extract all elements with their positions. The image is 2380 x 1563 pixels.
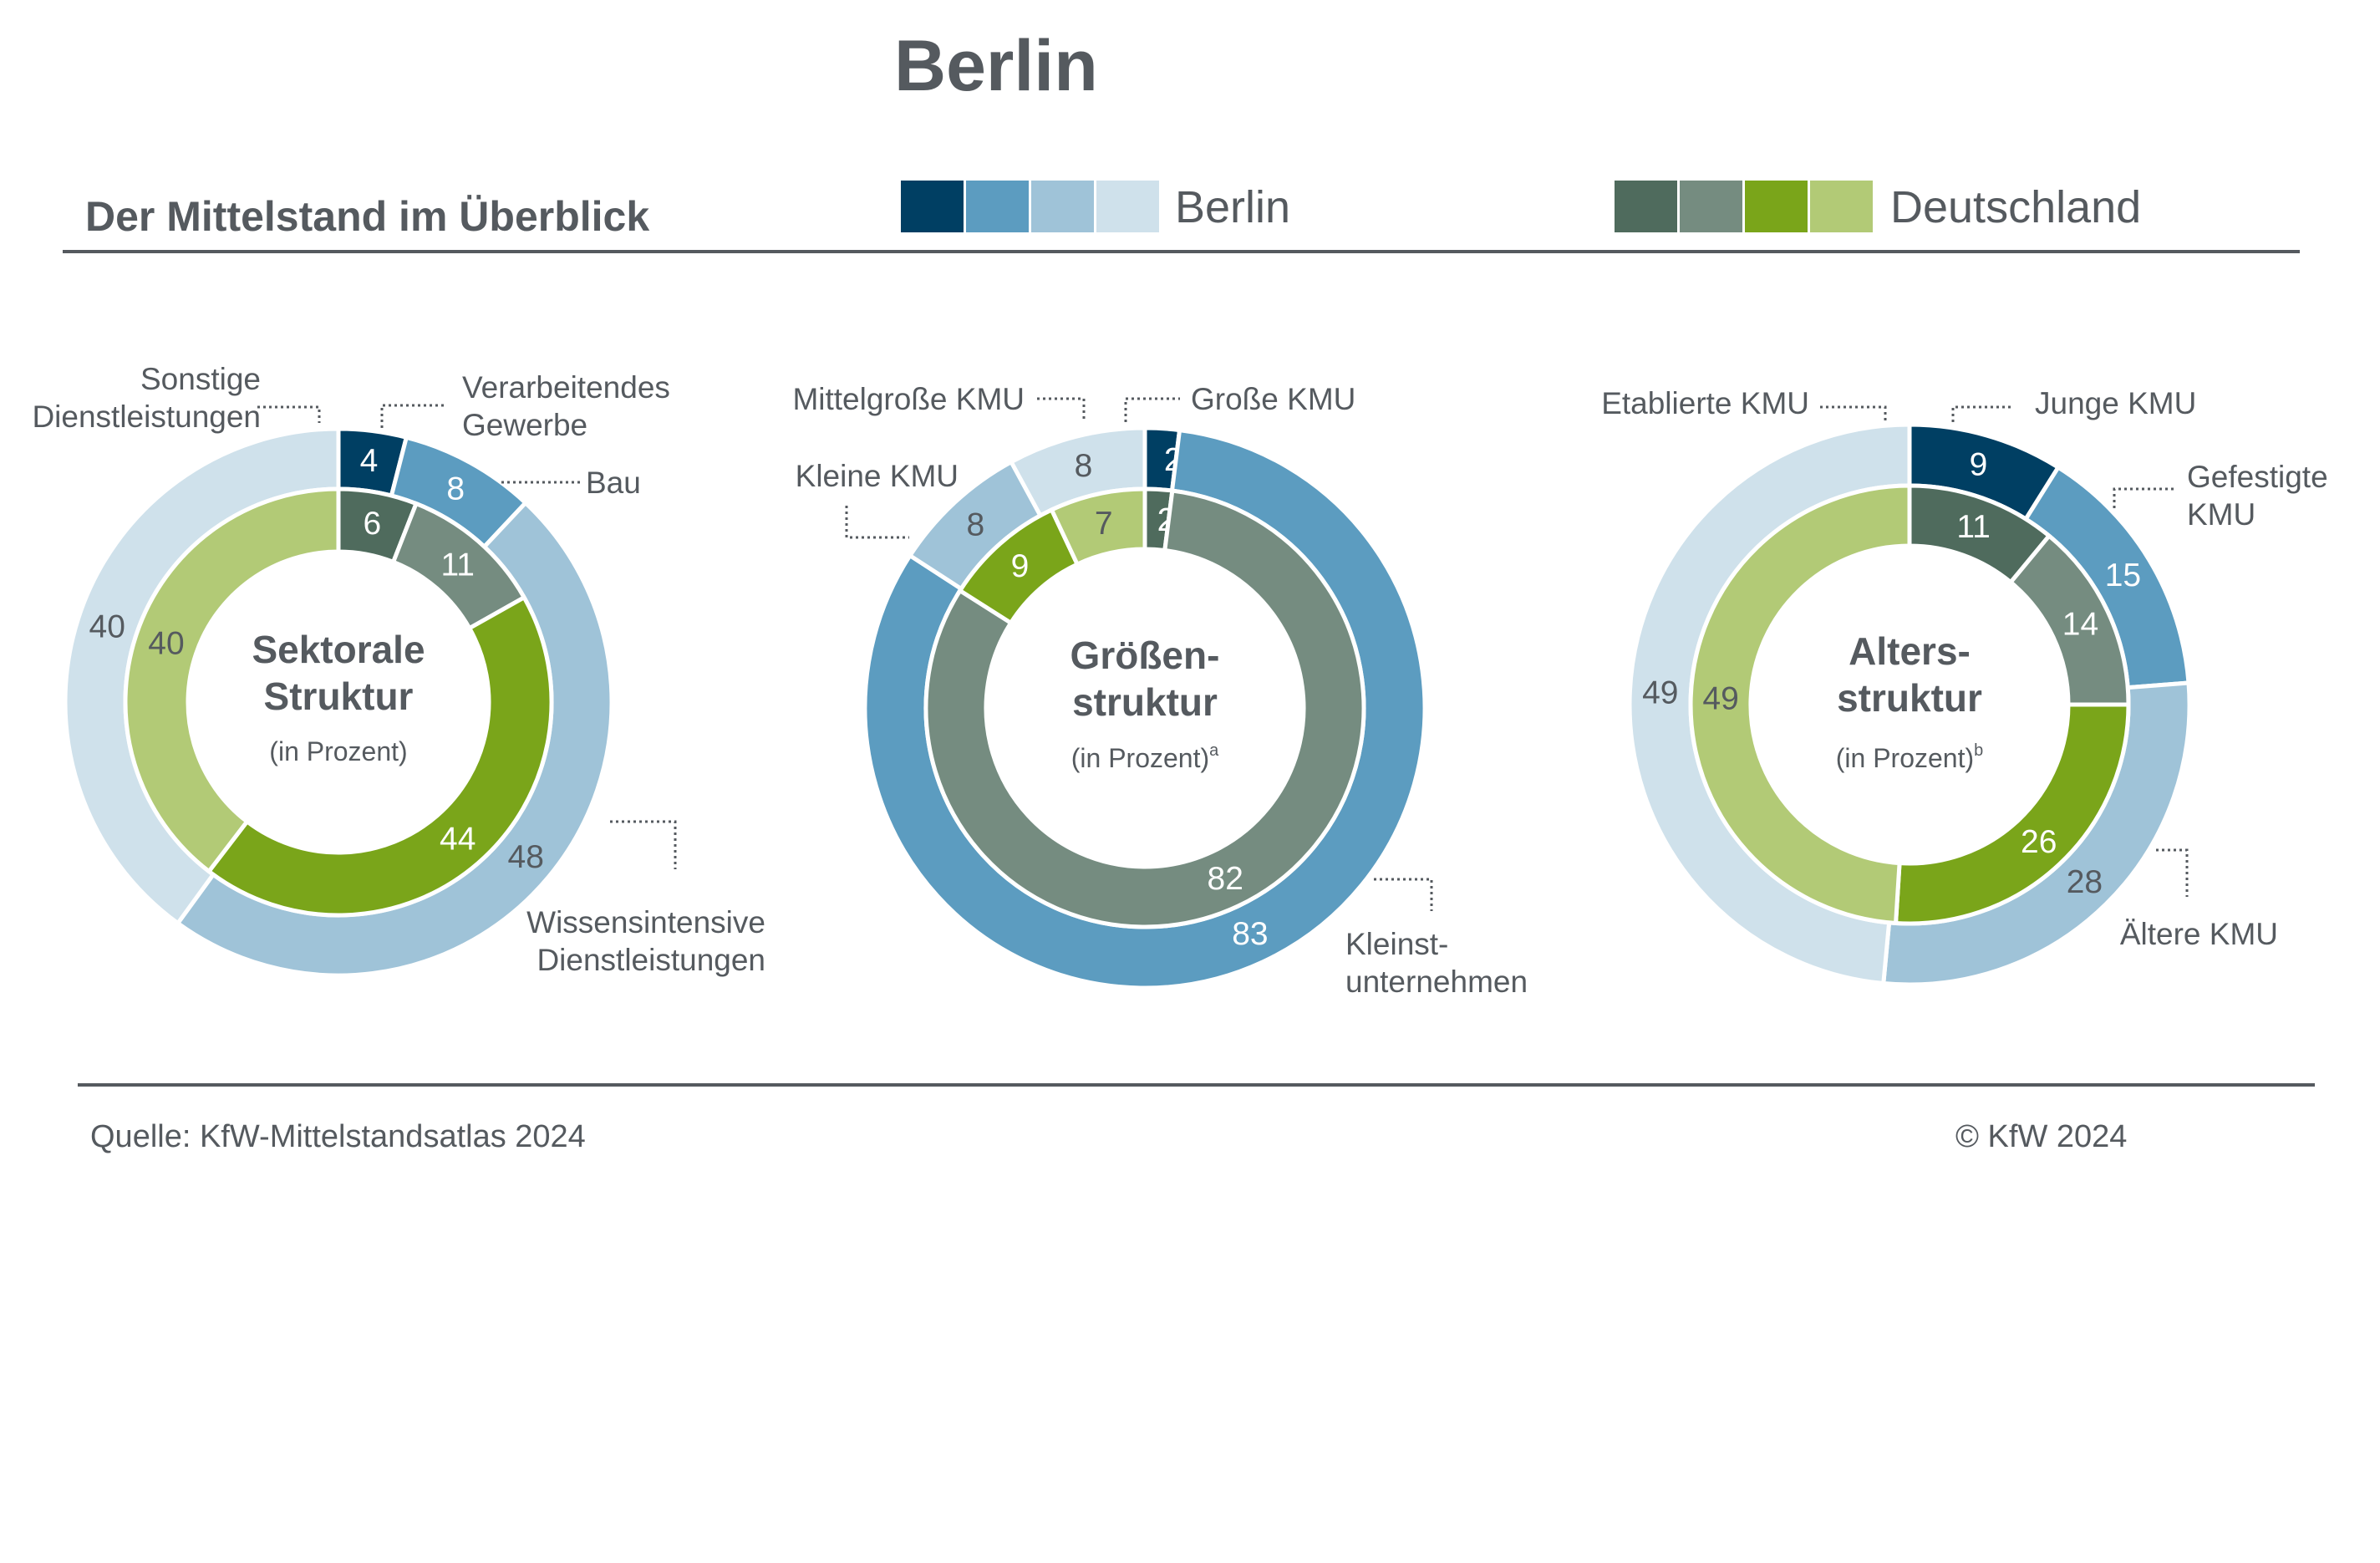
slice-deutschland-etablierte-kmu (1688, 483, 1912, 926)
legend-swatch (1810, 181, 1873, 232)
legend-swatch (901, 181, 964, 232)
slice-deutschland-sonstige-dienstleistungen (123, 486, 341, 875)
value-label: 9 (1970, 447, 1988, 483)
chart-title: struktur (1837, 676, 1982, 720)
slice-deutschland-wissensintensive-dienstleistungen (206, 594, 554, 918)
subtitle: Der Mittelstand im Überblick (85, 193, 649, 240)
value-label: 40 (148, 626, 184, 662)
category-label-grosse-kmu: Große KMU (1191, 382, 1355, 416)
category-label-verarbeitendes-gewerbe: Verarbeitendes Gewerbe (462, 370, 670, 442)
legend-swatch (966, 181, 1029, 232)
category-label-kleinstunternehmen: Kleinst-unternehmen (1345, 927, 1528, 999)
leader-line (2156, 848, 2189, 897)
legend-berlin: Berlin (901, 181, 1290, 232)
legend-deutschland: Deutschland (1615, 181, 2141, 232)
page-title: Berlin (894, 26, 1098, 106)
legend-swatch (1615, 181, 1677, 232)
category-label-bau: Bau (586, 466, 641, 500)
footer-source: Quelle: KfW-Mittelstandsatlas 2024 (90, 1119, 586, 1154)
footer-copyright: © KfW 2024 (1955, 1119, 2127, 1154)
legend-swatch (1031, 181, 1094, 232)
legend: Berlin Deutschland (901, 181, 2141, 232)
value-label: 11 (1956, 509, 1991, 545)
leader-line (1374, 878, 1433, 911)
chart-title: Sektorale (252, 628, 425, 671)
value-label: 4 (360, 443, 379, 479)
chart-title: Größen- (1070, 634, 1220, 677)
value-label: 49 (1702, 680, 1738, 716)
value-label: 49 (1642, 675, 1678, 711)
category-label-gefestigte-kmu: Gefestigte KMU (2187, 460, 2328, 532)
leader-line (1124, 397, 1180, 422)
chart-unit: (in Prozent) (269, 736, 407, 766)
value-label: 11 (440, 547, 475, 583)
legend-label: Berlin (1175, 182, 1290, 232)
value-label: 26 (2021, 824, 2057, 860)
category-label-kleine-kmu: Kleine KMU (796, 459, 959, 493)
leader-line (2113, 487, 2174, 508)
leader-line (845, 506, 909, 539)
chart-title: Struktur (264, 675, 414, 718)
value-label: 8 (1075, 448, 1093, 484)
value-label: 82 (1208, 861, 1243, 897)
value-label: 7 (1095, 506, 1113, 542)
leader-line (1037, 397, 1086, 422)
chart-unit: (in Prozent)a (1071, 741, 1219, 773)
legend-swatch (1680, 181, 1742, 232)
leader-line (380, 404, 447, 428)
category-label-sonstige-dienstleistungen: Sonstige Dienstleistungen (32, 362, 261, 434)
slice-deutschland-mittelgrosse-kmu (1049, 486, 1147, 568)
value-label: 6 (364, 506, 382, 542)
value-label: 28 (2067, 864, 2103, 900)
value-label: 83 (1232, 916, 1268, 952)
value-label: 8 (966, 507, 984, 542)
donut-chart-3: 9 15 28 49 11 14 26 49 Alters-struktur (in Prozen… (1601, 386, 2328, 987)
leader-line (1951, 405, 2012, 422)
category-label-wissensintensive-dienstleistungen: Wissensintensive Dienstleistungen (526, 905, 765, 977)
leader-line (1820, 405, 1887, 422)
category-label-junge-kmu: Junge KMU (2035, 386, 2196, 420)
legend-swatch (1745, 181, 1808, 232)
value-label: 9 (1011, 548, 1030, 584)
value-label: 14 (2062, 606, 2098, 642)
legend-label: Deutschland (1890, 182, 2141, 232)
value-label: 8 (446, 471, 465, 507)
value-label: 48 (508, 839, 544, 875)
leader-line (610, 820, 677, 869)
slice-deutschland-kleinstunternehmen (923, 488, 1366, 929)
chart-title: Alters- (1849, 629, 1971, 673)
chart-unit: (in Prozent)b (1836, 741, 1984, 773)
legend-swatch (1096, 181, 1159, 232)
leader-line (257, 405, 321, 423)
value-label: 40 (89, 609, 125, 645)
value-label: 44 (440, 822, 475, 858)
category-label-aeltere-kmu: Ältere KMU (2120, 917, 2278, 951)
category-label-etablierte-kmu: Etablierte KMU (1601, 386, 1809, 420)
category-label-mittelgrosse-kmu: Mittelgroße KMU (792, 382, 1025, 416)
chart-title: struktur (1072, 680, 1218, 724)
value-label: 15 (2105, 557, 2141, 593)
